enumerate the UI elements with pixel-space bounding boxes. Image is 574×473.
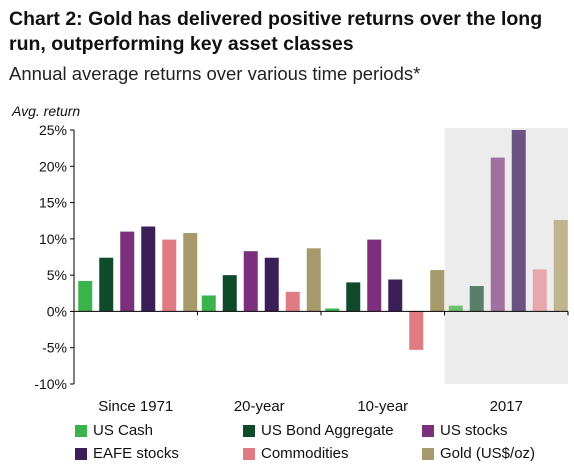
legend-label: Commodities (261, 445, 349, 462)
bar (120, 231, 135, 312)
chart-subtitle: Annual average returns over various time… (9, 63, 421, 84)
bar (78, 280, 93, 312)
bar (346, 282, 361, 312)
y-tick-label: 15% (39, 195, 67, 211)
bar (222, 275, 237, 312)
bar (325, 308, 340, 312)
bar (409, 311, 424, 350)
legend-item: US stocks (422, 422, 508, 439)
bar (553, 219, 568, 312)
legend-item: Gold (US$/oz) (422, 445, 535, 462)
legend-swatch (243, 447, 255, 460)
bar (469, 286, 484, 312)
x-category-label: 2017 (490, 398, 523, 415)
bar (162, 239, 177, 312)
bar-chart: 25% 20% 15% 10% 5% 0% -5% -10% Since 1971 20-yea… (11, 103, 569, 415)
bars (78, 130, 568, 350)
x-category-label: 20-year (234, 398, 285, 415)
y-tick-label: 25% (39, 122, 67, 138)
x-category-label: Since 1971 (98, 398, 173, 415)
bar (183, 233, 198, 312)
y-tick-label: 20% (39, 158, 67, 174)
chart-title: Chart 2: Gold has delivered positive ret… (9, 8, 543, 55)
y-tick-label: 0% (47, 303, 67, 319)
x-category-label: 10-year (357, 398, 408, 415)
bar (388, 279, 403, 312)
legend-item: EAFE stocks (75, 445, 179, 462)
legend-swatch (243, 424, 255, 437)
y-tick-label: -10% (34, 376, 67, 392)
y-axis: 25% 20% 15% 10% 5% 0% -5% -10% (34, 122, 75, 392)
bar (490, 157, 505, 312)
y-tick-label: 5% (47, 267, 67, 283)
legend-item: Commodities (243, 445, 349, 462)
bar (264, 257, 279, 312)
bar (367, 239, 382, 312)
legend-item: US Cash (75, 422, 153, 439)
legend-swatch (75, 424, 87, 437)
y-tick-label: -5% (42, 340, 67, 356)
y-tick-label: 10% (39, 231, 67, 247)
bar (243, 251, 258, 312)
legend-swatch (75, 447, 87, 460)
bar (306, 248, 321, 312)
legend-swatch (422, 447, 434, 460)
bar (532, 269, 547, 312)
bar (141, 226, 156, 312)
bar (430, 270, 445, 312)
legend: US Cash US Bond Aggregate US stocks EAFE st… (75, 422, 570, 470)
legend-label: EAFE stocks (93, 445, 179, 462)
highlight-2017-background (444, 128, 568, 384)
bar (201, 295, 216, 312)
y-axis-label: Avg. return (11, 103, 80, 119)
legend-swatch (422, 424, 434, 437)
legend-label: US stocks (440, 422, 508, 439)
legend-label: US Bond Aggregate (261, 422, 394, 439)
x-axis: Since 1971 20-year 10-year 2017 (73, 310, 569, 415)
bar (99, 257, 114, 312)
legend-item: US Bond Aggregate (243, 422, 394, 439)
legend-label: US Cash (93, 422, 154, 439)
legend-label: Gold (US$/oz) (440, 445, 536, 462)
bar (511, 130, 526, 312)
bar (285, 291, 300, 312)
bar (448, 305, 463, 312)
